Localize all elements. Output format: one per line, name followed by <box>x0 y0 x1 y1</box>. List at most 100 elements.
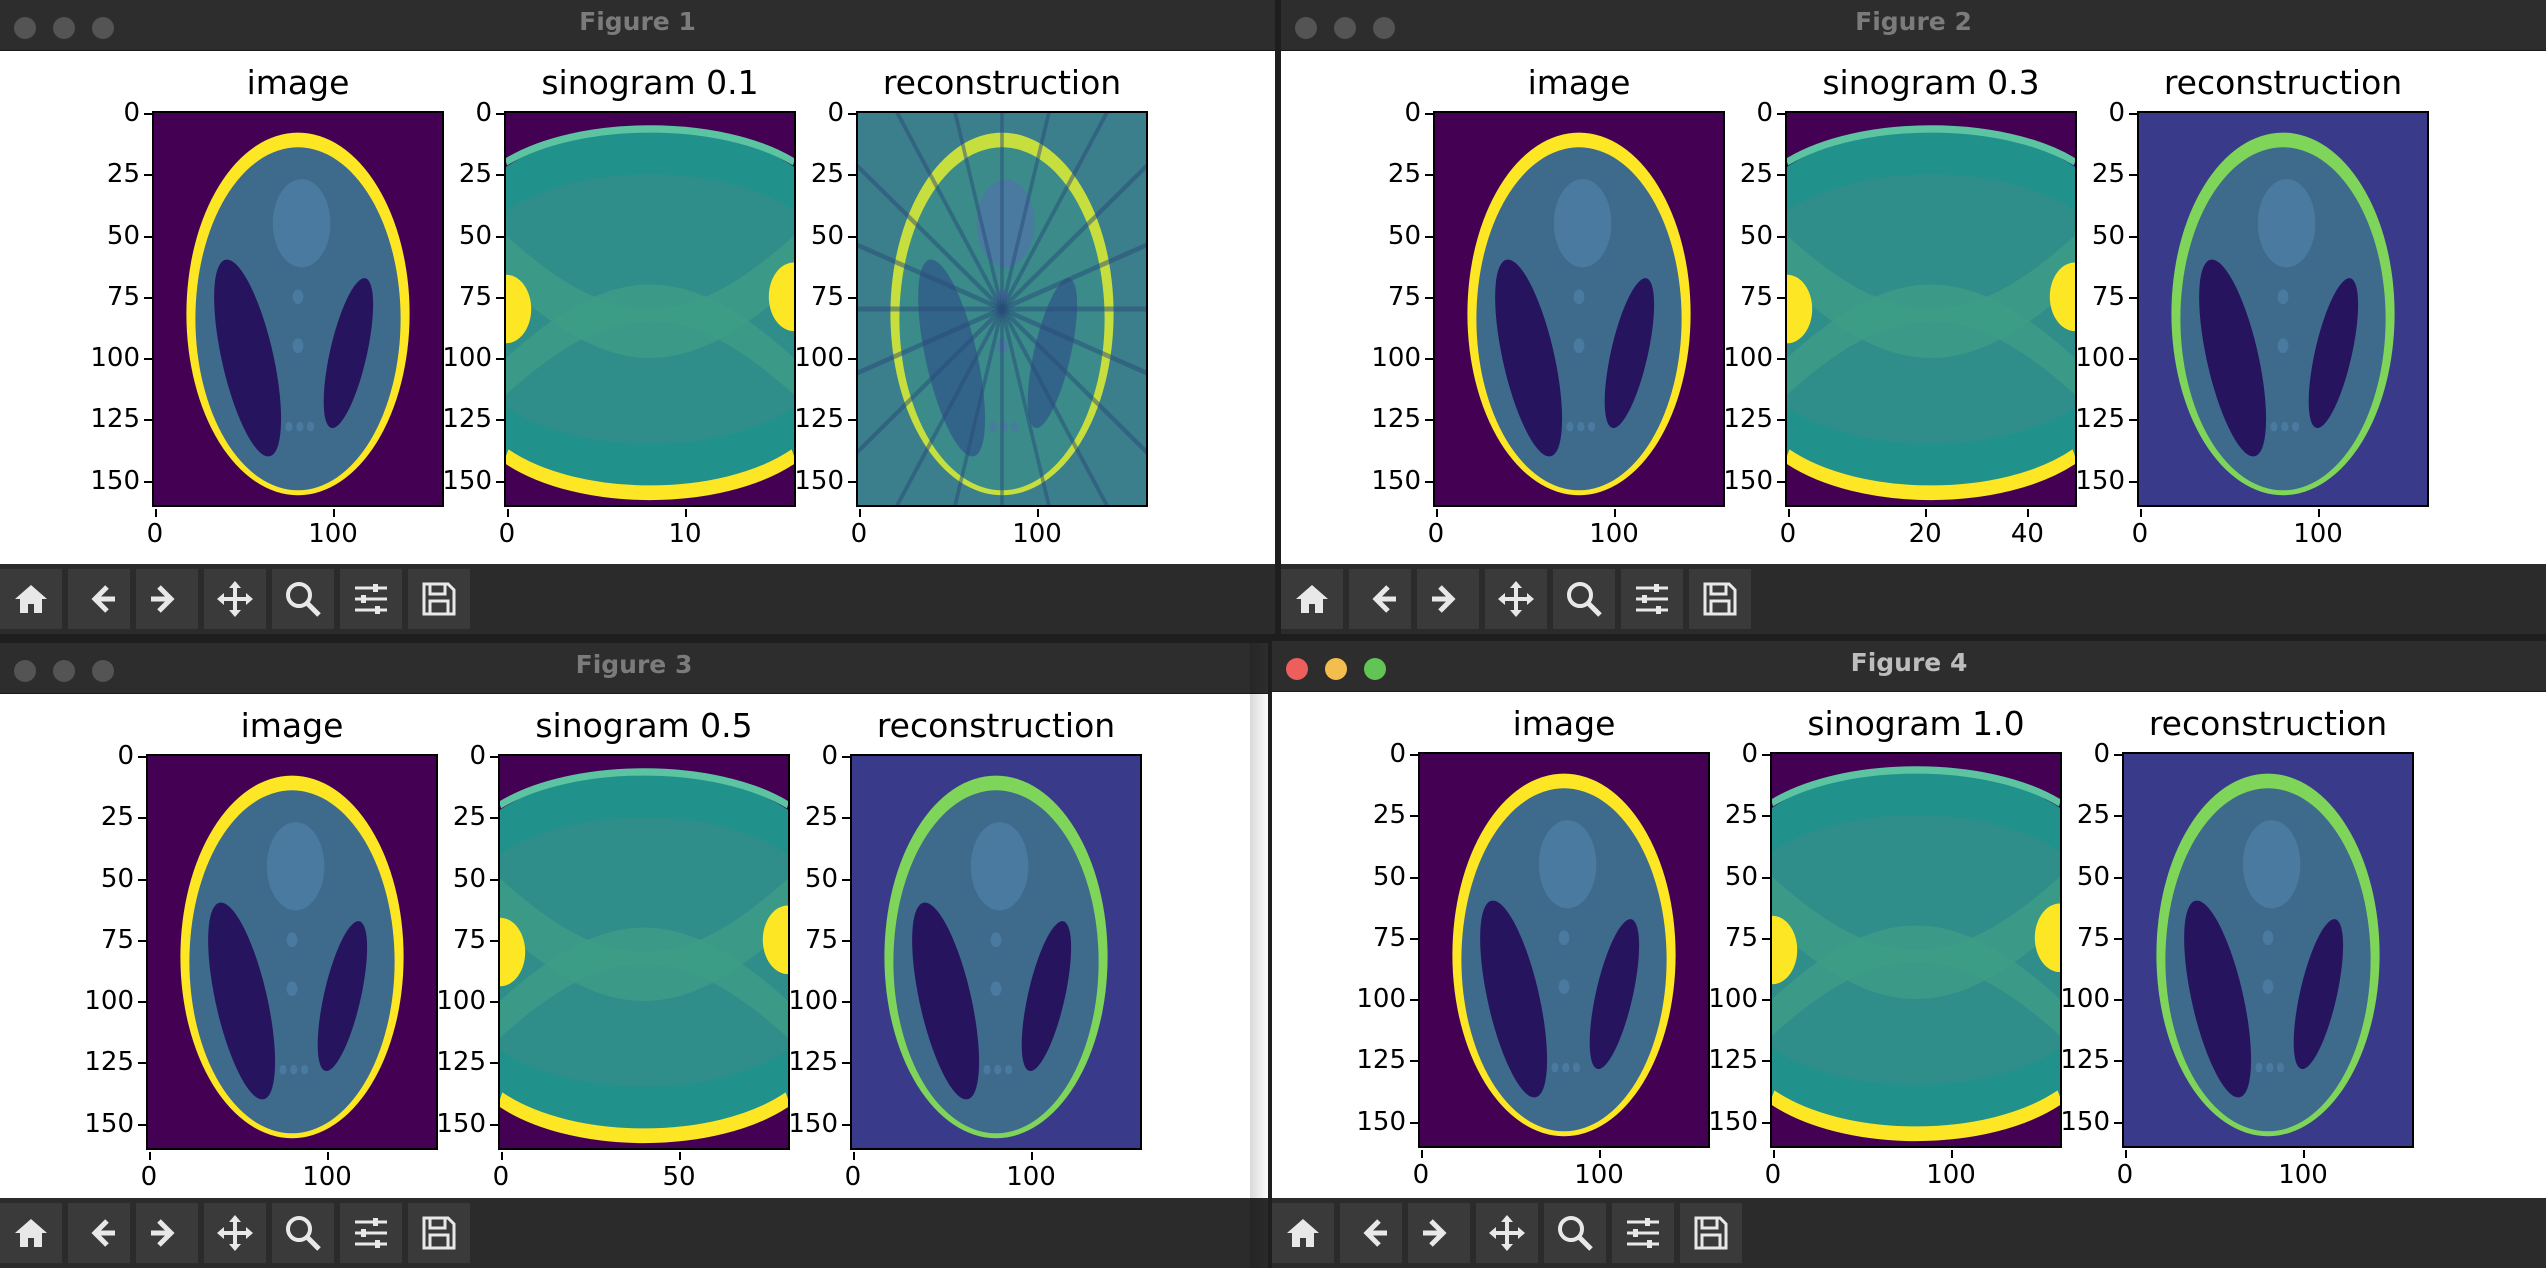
pan-button[interactable] <box>204 1203 266 1263</box>
subplot-axes-recon[interactable] <box>2122 752 2414 1148</box>
figure-canvas[interactable]: image 0 25 50 75 100 125 150 0 100 sinogram 0.5 0 25… <box>0 694 1268 1198</box>
forward-arrow-button[interactable] <box>1408 1203 1470 1263</box>
window-titlebar[interactable]: Figure 2 <box>1281 0 2546 51</box>
zoom-icon <box>1558 1216 1593 1251</box>
x-tick-label: 100 <box>1901 1150 2001 1190</box>
pan-button[interactable] <box>1476 1203 1538 1263</box>
x-tick-label: 0 <box>809 509 909 549</box>
subplot-title: sinogram 0.1 <box>541 63 759 102</box>
home-icon <box>1287 1219 1319 1247</box>
configure-subplots-icon <box>1627 1218 1659 1248</box>
configure-subplots-button[interactable] <box>1612 1203 1674 1263</box>
zoom-button[interactable] <box>1553 569 1615 629</box>
traffic-lights <box>14 660 114 682</box>
back-arrow-button[interactable] <box>68 569 130 629</box>
save-button[interactable] <box>408 1203 470 1263</box>
y-tick-label: 150 <box>1326 1107 1418 1137</box>
subplot-axes-image[interactable] <box>1433 111 1725 507</box>
minimize-window-button[interactable] <box>53 17 75 39</box>
zoom-button[interactable] <box>272 569 334 629</box>
home-button[interactable] <box>0 569 62 629</box>
y-tick-label: 75 <box>406 925 498 955</box>
forward-arrow-button[interactable] <box>1417 569 1479 629</box>
close-window-button[interactable] <box>1295 17 1317 39</box>
y-tick-label: 150 <box>764 466 856 496</box>
pan-button[interactable] <box>1485 569 1547 629</box>
back-arrow-button[interactable] <box>1349 569 1411 629</box>
subplot-title: image <box>240 706 344 745</box>
configure-subplots-button[interactable] <box>1621 569 1683 629</box>
y-tick-label: 75 <box>2045 282 2137 312</box>
y-tick-label: 100 <box>1693 343 1785 373</box>
y-tick-label: 100 <box>54 986 146 1016</box>
subplot-title: sinogram 0.5 <box>535 706 753 745</box>
forward-arrow-button[interactable] <box>136 569 198 629</box>
save-button[interactable] <box>1680 1203 1742 1263</box>
y-tick-label: 75 <box>412 282 504 312</box>
close-window-button[interactable] <box>14 17 36 39</box>
x-tick-label: 100 <box>2268 509 2368 549</box>
close-window-button[interactable] <box>14 660 36 682</box>
pan-icon <box>1489 1215 1525 1251</box>
subplot-axes-sinogram[interactable] <box>1785 111 2077 507</box>
figure-window-1[interactable]: Figure 1 image 0 25 50 75 100 125 150 0 100 sinogra… <box>0 0 1275 634</box>
maximize-window-button[interactable] <box>92 660 114 682</box>
subplot-axes-sinogram[interactable] <box>504 111 796 507</box>
configure-subplots-button[interactable] <box>340 569 402 629</box>
save-button[interactable] <box>1689 569 1751 629</box>
figure-canvas[interactable]: image 0 25 50 75 100 125 150 0 100 sinogram 0.3 0 25… <box>1281 51 2546 564</box>
navigation-toolbar <box>1272 1198 2546 1268</box>
maximize-window-button[interactable] <box>1364 658 1386 680</box>
y-tick-label: 50 <box>764 221 856 251</box>
figure-canvas[interactable]: image 0 25 50 75 100 125 150 0 100 sinogram 0.1 0 25… <box>0 51 1275 564</box>
subplot-axes-recon[interactable] <box>2137 111 2429 507</box>
y-tick-label: 125 <box>406 1047 498 1077</box>
maximize-window-button[interactable] <box>1373 17 1395 39</box>
window-titlebar[interactable]: Figure 4 <box>1272 641 2546 692</box>
window-titlebar[interactable]: Figure 1 <box>0 0 1275 51</box>
subplot-title: sinogram 0.3 <box>1822 63 2040 102</box>
y-tick-label: 150 <box>2045 466 2137 496</box>
save-button[interactable] <box>408 569 470 629</box>
subplot-axes-recon_coarse[interactable] <box>856 111 1148 507</box>
y-tick-label: 125 <box>60 404 152 434</box>
subplot-axes-recon[interactable] <box>850 754 1142 1150</box>
back-arrow-button[interactable] <box>68 1203 130 1263</box>
figure-window-3[interactable]: Figure 3 image 0 25 50 75 100 125 150 0 100 sinogra… <box>0 643 1268 1268</box>
y-tick-label: 125 <box>2045 404 2137 434</box>
home-button[interactable] <box>0 1203 62 1263</box>
y-tick-label: 50 <box>1341 221 1433 251</box>
y-tick-label: 0 <box>1678 739 1770 769</box>
y-tick-label: 25 <box>60 159 152 189</box>
minimize-window-button[interactable] <box>1325 658 1347 680</box>
y-tick-label: 125 <box>412 404 504 434</box>
configure-subplots-button[interactable] <box>340 1203 402 1263</box>
subplot-axes-image[interactable] <box>1418 752 1710 1148</box>
home-button[interactable] <box>1281 569 1343 629</box>
close-window-button[interactable] <box>1286 658 1308 680</box>
figure-window-4[interactable]: Figure 4 image 0 25 50 75 100 125 150 0 100 sinogra… <box>1272 641 2546 1268</box>
zoom-button[interactable] <box>1544 1203 1606 1263</box>
zoom-button[interactable] <box>272 1203 334 1263</box>
x-tick-label: 100 <box>987 509 1087 549</box>
forward-arrow-button[interactable] <box>136 1203 198 1263</box>
traffic-lights <box>14 17 114 39</box>
figure-canvas[interactable]: image 0 25 50 75 100 125 150 0 100 sinogram 1.0 0 25… <box>1272 692 2546 1198</box>
back-arrow-button[interactable] <box>1340 1203 1402 1263</box>
minimize-window-button[interactable] <box>53 660 75 682</box>
subplot-axes-sinogram[interactable] <box>498 754 790 1150</box>
subplot-axes-image[interactable] <box>152 111 444 507</box>
subplot-axes-sinogram[interactable] <box>1770 752 2062 1148</box>
y-tick-label: 125 <box>1693 404 1785 434</box>
subplot-axes-image[interactable] <box>146 754 438 1150</box>
pan-button[interactable] <box>204 569 266 629</box>
minimize-window-button[interactable] <box>1334 17 1356 39</box>
x-tick-label: 100 <box>1549 1150 1649 1190</box>
window-titlebar[interactable]: Figure 3 <box>0 643 1268 694</box>
maximize-window-button[interactable] <box>92 17 114 39</box>
figure-window-2[interactable]: Figure 2 image 0 25 50 75 100 125 150 0 100 sinogra… <box>1281 0 2546 634</box>
y-tick-label: 100 <box>2030 984 2122 1014</box>
x-tick-label: 50 <box>629 1152 729 1192</box>
home-button[interactable] <box>1272 1203 1334 1263</box>
x-tick-label: 10 <box>635 509 735 549</box>
